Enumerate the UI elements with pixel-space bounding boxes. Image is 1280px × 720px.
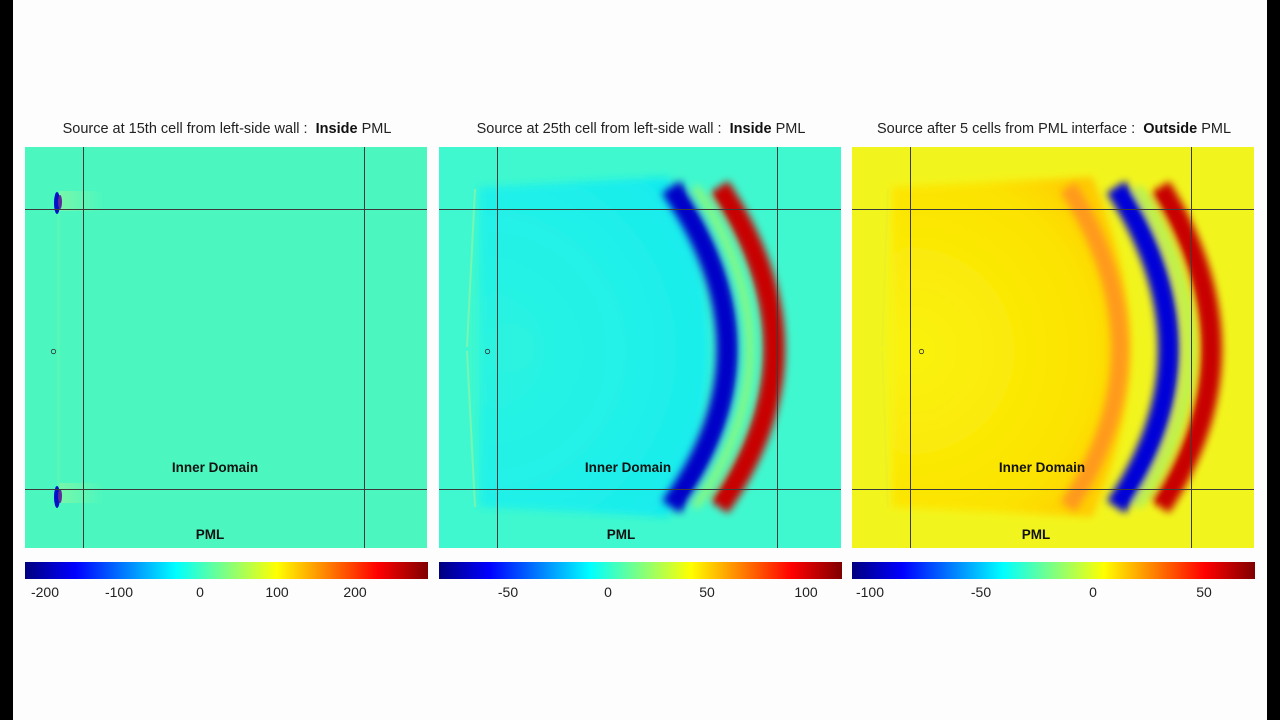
secondary-source [487, 324, 535, 372]
panel-title: Source at 25th cell from left-side wall … [419, 121, 863, 137]
pml-label: PML [1021, 527, 1051, 542]
source-pulse [58, 195, 62, 209]
field-plot: Inner Domain PML [852, 147, 1254, 548]
colorbar-tick: 0 [604, 584, 612, 600]
faint-wave [57, 207, 60, 487]
figure-frame: Source at 15th cell from left-side wall … [13, 0, 1267, 720]
colorbar-tick: -200 [30, 584, 60, 600]
colorbar [852, 562, 1255, 579]
colorbar-ticks: -100 -50 0 50 [852, 584, 1255, 604]
wake-region [892, 177, 1130, 517]
colorbar-tick: 200 [343, 584, 367, 600]
wavefront-orange [1060, 182, 1129, 512]
colorbar-tick: -50 [497, 584, 519, 600]
faint-wave [59, 483, 103, 503]
colorbar-tick: -50 [970, 584, 992, 600]
panel-title: Source after 5 cells from PML interface … [832, 121, 1276, 137]
wavefront-transition [691, 184, 754, 510]
title-prefix: Source at 25th cell from left-side wall … [476, 121, 722, 137]
wall-reflection [881, 350, 889, 508]
field-plot: Inner Domain PML [25, 147, 427, 548]
colorbar-ticks: -200 -100 0 100 200 [25, 584, 428, 604]
title-strong: Outside [1143, 121, 1198, 137]
source-pulse [58, 489, 62, 503]
panel-2: Source at 25th cell from left-side wall … [439, 0, 843, 720]
colorbar-tick: -100 [104, 584, 134, 600]
wavefront-negative [1106, 181, 1180, 514]
colorbar-tick: 0 [1089, 584, 1097, 600]
faint-wave [59, 191, 103, 211]
colorbar-ticks: -50 0 50 100 [439, 584, 842, 604]
colorbar [439, 562, 842, 579]
wavefront-positive [709, 180, 785, 514]
inner-domain-label: Inner Domain [171, 460, 259, 475]
colorbar-tick: -100 [855, 584, 885, 600]
panel-title: Source at 15th cell from left-side wall … [5, 121, 449, 137]
wall-reflection [881, 188, 889, 348]
title-suffix: PML [1201, 121, 1232, 137]
wavefront-negative [661, 180, 739, 514]
wall-reflection [466, 350, 476, 508]
title-suffix: PML [775, 121, 806, 137]
colorbar-tick: 100 [794, 584, 818, 600]
title-strong: Inside [729, 121, 772, 137]
colorbar-tick: 50 [1196, 584, 1212, 600]
inner-domain-label: Inner Domain [998, 460, 1086, 475]
colorbar [25, 562, 428, 579]
colorbar-tick: 100 [265, 584, 289, 600]
colorbar-tick: 50 [699, 584, 715, 600]
title-strong: Inside [315, 121, 358, 137]
panel-3: Source after 5 cells from PML interface … [852, 0, 1256, 720]
wavefront-transition [1135, 185, 1194, 509]
wake-region [479, 177, 709, 517]
source-marker [918, 348, 925, 355]
field-plot: Inner Domain PML [439, 147, 841, 548]
pml-label: PML [606, 527, 636, 542]
source-marker [484, 348, 491, 355]
title-suffix: PML [361, 121, 392, 137]
title-prefix: Source after 5 cells from PML interface … [876, 121, 1136, 137]
wall-reflection [466, 188, 476, 348]
panel-1: Source at 15th cell from left-side wall … [25, 0, 429, 720]
pml-label: PML [195, 527, 225, 542]
wavefront-positive [1150, 181, 1222, 514]
title-prefix: Source at 15th cell from left-side wall … [62, 121, 308, 137]
field-background [25, 147, 427, 548]
colorbar-tick: 0 [196, 584, 204, 600]
source-marker [50, 348, 57, 355]
inner-domain-label: Inner Domain [584, 460, 672, 475]
